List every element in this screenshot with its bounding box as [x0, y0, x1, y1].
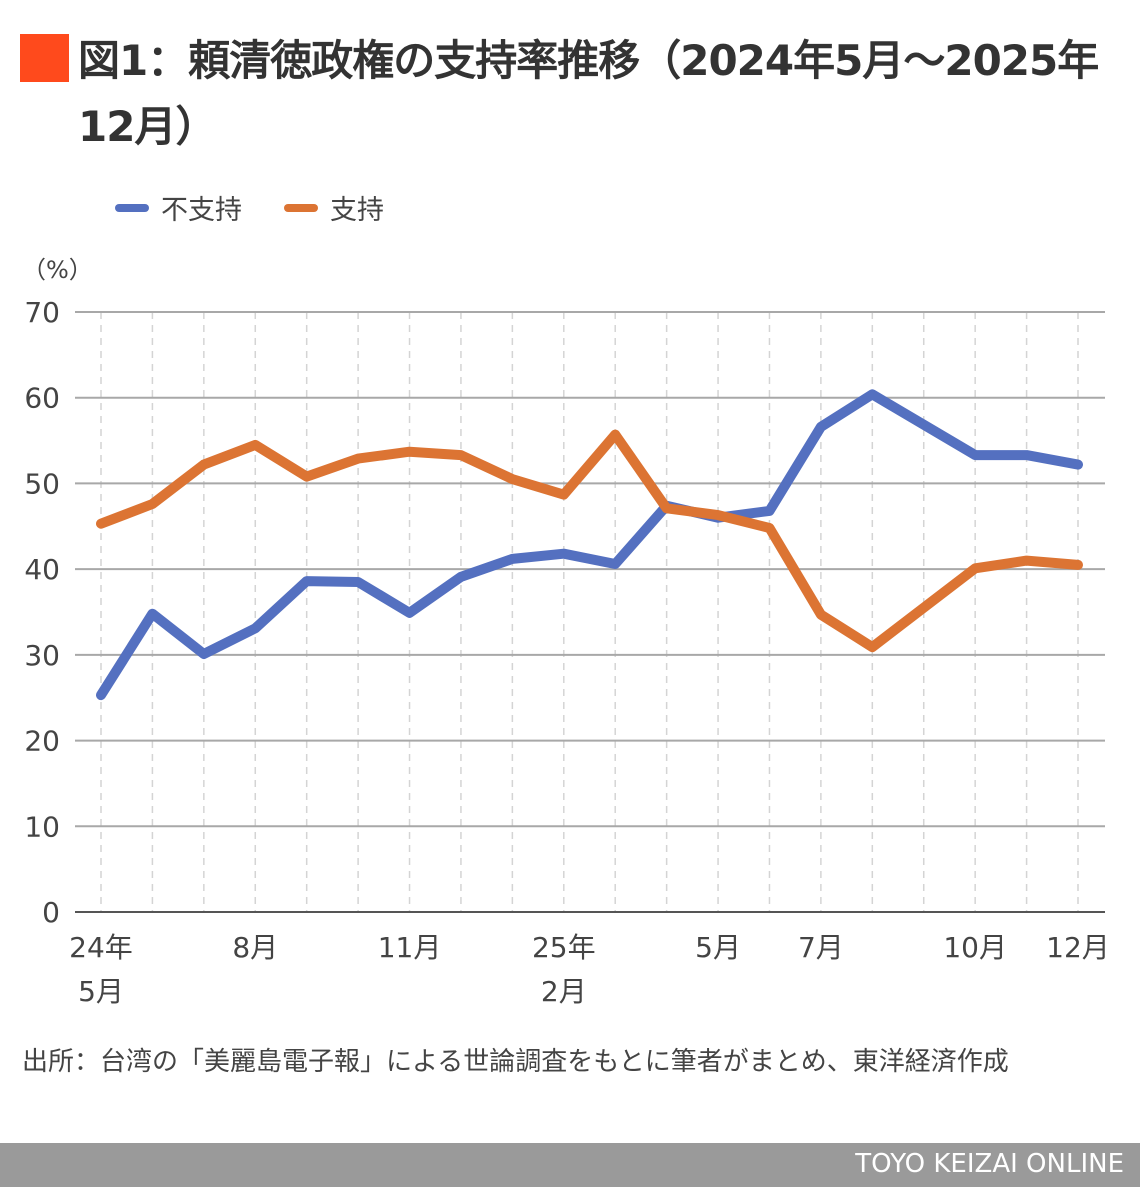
- x-tick-label: 11月: [378, 931, 442, 964]
- line-chart: 0 10 20 30 40 50 60 70 24年 5月 8月 11月 25年 2月 5月 7月 10月 12月: [24, 296, 1110, 1008]
- footer-brand: TOYO KEIZAI ONLINE: [855, 1149, 1124, 1179]
- legend-label-approve: 支持: [330, 195, 384, 226]
- y-axis-unit: （%）: [22, 256, 93, 284]
- y-tick-label: 0: [42, 896, 60, 929]
- series-line-approve: [96, 429, 1083, 653]
- legend-swatch-disapprove: [115, 203, 149, 212]
- source-note: 出所：台湾の「美麗島電子報」による世論調査をもとに筆者がまとめ、東洋経済作成: [22, 1047, 1009, 1077]
- y-tick-label: 70: [24, 296, 60, 329]
- footer-bar: TOYO KEIZAI ONLINE: [0, 1143, 1140, 1187]
- y-tick-label: 40: [24, 553, 60, 586]
- y-tick-label: 60: [24, 382, 60, 415]
- x-tick-label: 5月: [695, 931, 741, 964]
- legend: 不支持 支持: [115, 188, 426, 227]
- title-marker: [20, 34, 69, 82]
- y-tick-label: 30: [24, 639, 60, 672]
- x-tick-label: 8月: [232, 931, 278, 964]
- x-tick-label: 2月: [541, 975, 587, 1008]
- x-tick-label: 12月: [1046, 931, 1110, 964]
- chart-title: 図1：頼清徳政権の支持率推移（2024年5月〜2025年12月）: [78, 36, 1099, 151]
- legend-item-approve: 支持: [284, 188, 384, 227]
- legend-label-disapprove: 不支持: [161, 195, 242, 226]
- y-tick-label: 10: [24, 810, 60, 843]
- x-tick-label: 7月: [798, 931, 844, 964]
- series-line-disapprove: [96, 389, 1083, 701]
- y-tick-label: 50: [24, 467, 60, 500]
- y-tick-label: 20: [24, 725, 60, 758]
- x-tick-label: 10月: [943, 931, 1007, 964]
- legend-swatch-approve: [284, 203, 318, 212]
- x-tick-label: 24年: [69, 931, 133, 964]
- x-tick-label: 25年: [532, 931, 596, 964]
- legend-item-disapprove: 不支持: [115, 188, 242, 227]
- x-tick-label: 5月: [78, 975, 124, 1008]
